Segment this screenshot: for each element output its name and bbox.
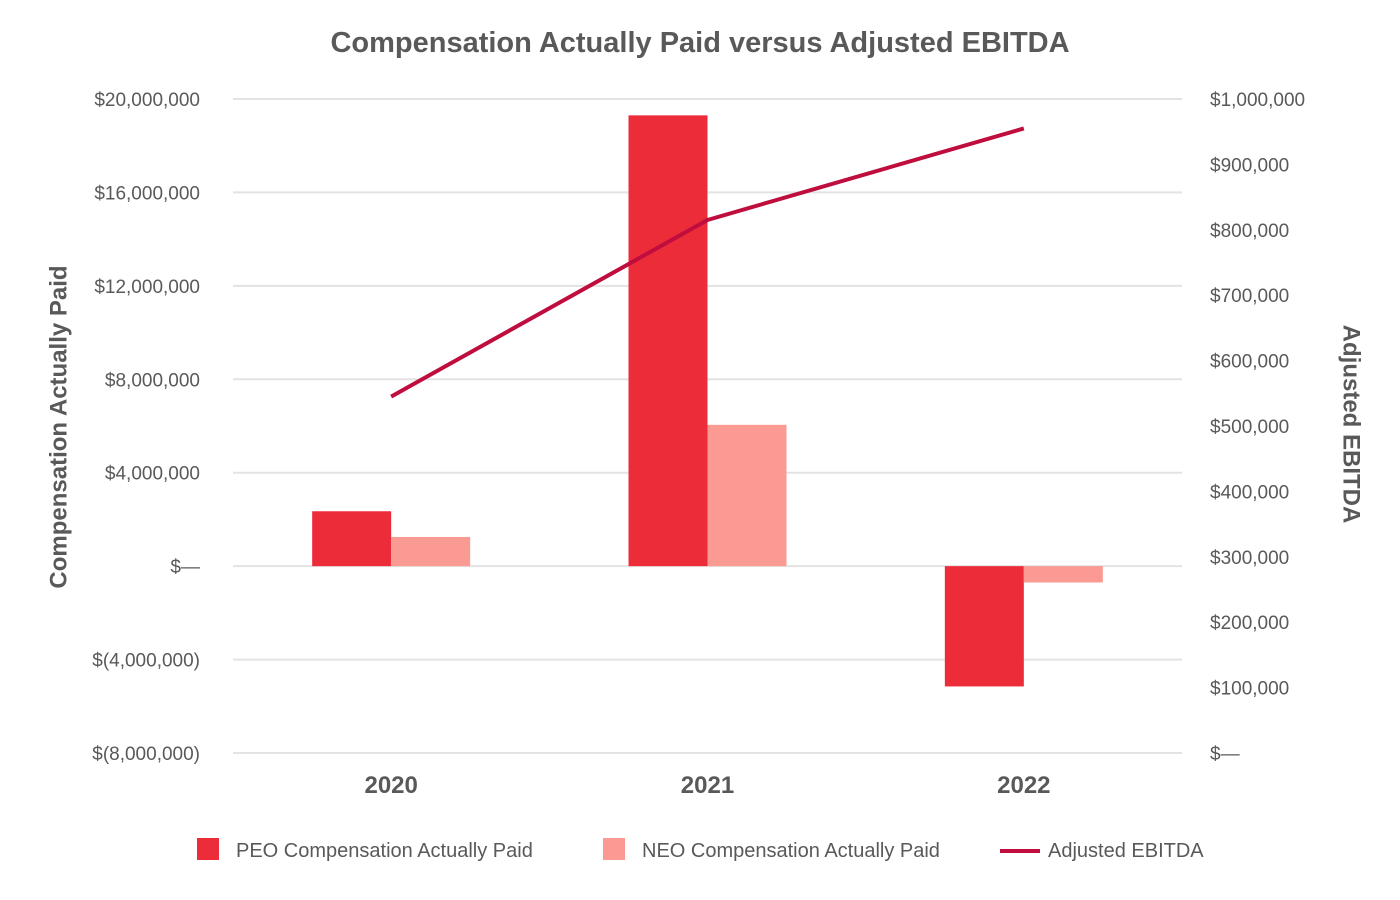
category-axis-labels: 2020 2021 2022 xyxy=(364,772,1050,799)
neo-bar-2021 xyxy=(707,424,787,567)
chart-title: Compensation Actually Paid versus Adjust… xyxy=(330,27,1069,59)
legend: PEO Compensation Actually Paid NEO Compe… xyxy=(197,838,1204,862)
peo-bar-2022 xyxy=(944,566,1024,687)
right-tick-label: $100,000 xyxy=(1210,679,1289,700)
left-tick-label: $20,000,000 xyxy=(94,90,200,111)
right-axis-title: Adjusted EBITDA xyxy=(1338,325,1365,524)
legend-swatch-neo xyxy=(603,838,625,860)
neo-bar-2020 xyxy=(391,536,471,567)
right-tick-label: $1,000,000 xyxy=(1210,90,1305,111)
line-series-group xyxy=(390,126,1025,399)
right-tick-label: $— xyxy=(1210,744,1240,765)
left-axis-ticks: $(8,000,000) $(4,000,000) $— $4,000,000 $8,0… xyxy=(92,90,200,765)
legend-swatch-peo xyxy=(197,838,219,860)
right-tick-label: $300,000 xyxy=(1210,548,1289,569)
left-tick-label: $— xyxy=(170,557,200,578)
left-axis-title: Compensation Actually Paid xyxy=(45,265,72,588)
left-tick-label: $8,000,000 xyxy=(105,370,200,391)
peo-bar-2020 xyxy=(312,511,392,567)
left-tick-label: $(8,000,000) xyxy=(92,744,200,765)
left-tick-label: $12,000,000 xyxy=(94,277,200,298)
category-label: 2022 xyxy=(997,772,1050,799)
right-tick-label: $900,000 xyxy=(1210,155,1289,176)
category-label: 2021 xyxy=(681,772,734,799)
legend-label-neo: NEO Compensation Actually Paid xyxy=(642,840,940,862)
right-tick-label: $400,000 xyxy=(1210,482,1289,503)
left-tick-label: $16,000,000 xyxy=(94,183,200,204)
category-label: 2020 xyxy=(364,772,417,799)
right-tick-label: $600,000 xyxy=(1210,352,1289,373)
right-tick-label: $500,000 xyxy=(1210,417,1289,438)
right-tick-label: $800,000 xyxy=(1210,221,1289,242)
legend-label-peo: PEO Compensation Actually Paid xyxy=(236,840,533,862)
right-axis-ticks: $— $100,000 $200,000 $300,000 $400,000 $500,0… xyxy=(1210,90,1305,765)
right-tick-label: $700,000 xyxy=(1210,286,1289,307)
left-tick-label: $4,000,000 xyxy=(105,464,200,485)
bar-series-group xyxy=(312,115,1103,687)
peo-bar-2021 xyxy=(628,115,708,567)
neo-bar-2022 xyxy=(1023,566,1103,583)
right-tick-label: $200,000 xyxy=(1210,613,1289,634)
left-tick-label: $(4,000,000) xyxy=(92,651,200,672)
legend-label-ebitda: Adjusted EBITDA xyxy=(1048,840,1204,862)
